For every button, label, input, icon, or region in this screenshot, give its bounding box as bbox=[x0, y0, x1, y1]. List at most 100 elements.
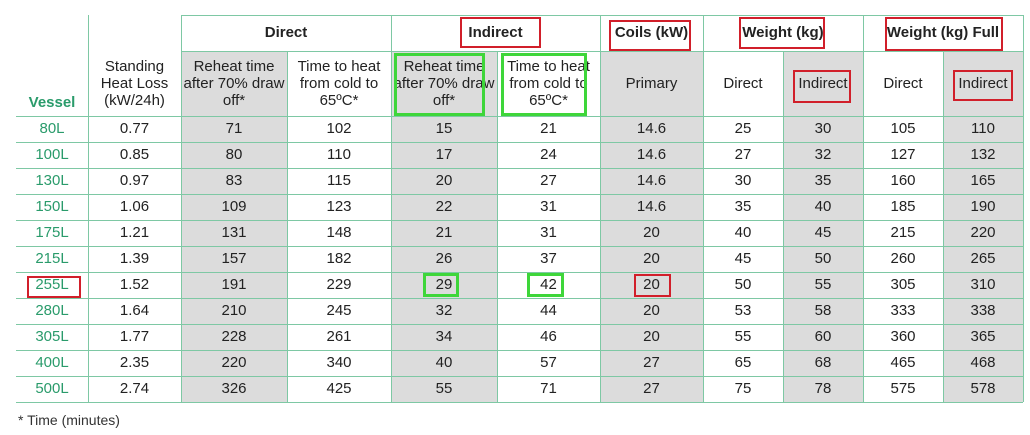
vessel-cell: 100L bbox=[35, 146, 69, 163]
table-cell: 260 bbox=[890, 250, 916, 267]
table-cell: 338 bbox=[970, 302, 996, 319]
column-subheader: Reheat time after 70% draw off* bbox=[183, 58, 285, 109]
group-header: Weight (kg) bbox=[742, 24, 824, 41]
table-cell: 1.06 bbox=[119, 198, 150, 215]
table-cell: 185 bbox=[890, 198, 916, 215]
table-cell: 220 bbox=[221, 354, 247, 371]
table-cell: 220 bbox=[970, 224, 996, 241]
table-cell: 65 bbox=[734, 354, 752, 371]
vessel-cell: 305L bbox=[35, 328, 69, 345]
table-cell: 2.74 bbox=[119, 380, 150, 397]
table-cell: 110 bbox=[971, 120, 995, 137]
vessel-cell: 500L bbox=[35, 380, 69, 397]
shaded-column bbox=[943, 51, 1023, 402]
table-cell: 71 bbox=[225, 120, 243, 137]
table-cell: 575 bbox=[890, 380, 916, 397]
table-cell: 14.6 bbox=[636, 146, 667, 163]
vessel-cell: 280L bbox=[35, 302, 69, 319]
column-subheader: Reheat time after 70% draw off* bbox=[393, 58, 495, 109]
table-cell: 2.35 bbox=[119, 354, 150, 371]
vessel-cell: 175L bbox=[35, 224, 69, 241]
table-cell: 20 bbox=[643, 250, 660, 267]
table-cell: 21 bbox=[540, 120, 557, 137]
table-cell: 245 bbox=[326, 302, 352, 319]
grid-line bbox=[1023, 15, 1024, 402]
standing-heat-loss-header: Standing Heat Loss (kW/24h) bbox=[100, 58, 169, 109]
table-cell: 191 bbox=[221, 276, 247, 293]
table-cell: 17 bbox=[435, 146, 453, 163]
column-subheader: Indirect bbox=[958, 75, 1008, 92]
grid-line bbox=[703, 15, 704, 402]
grid-line bbox=[600, 15, 601, 402]
column-subheader: Direct bbox=[723, 75, 763, 92]
grid-line bbox=[287, 51, 288, 402]
table-cell: 1.21 bbox=[119, 224, 150, 241]
table-cell: 37 bbox=[540, 250, 557, 267]
table-cell: 46 bbox=[540, 328, 557, 345]
table-cell: 25 bbox=[734, 120, 752, 137]
table-cell: 32 bbox=[435, 302, 453, 319]
grid-line bbox=[391, 15, 392, 402]
table-cell: 148 bbox=[326, 224, 352, 241]
table-cell: 55 bbox=[435, 380, 453, 397]
table-cell: 326 bbox=[221, 380, 247, 397]
grid-line bbox=[497, 51, 498, 402]
table-cell: 29 bbox=[435, 276, 453, 293]
shaded-column bbox=[600, 51, 703, 402]
table-cell: 80 bbox=[225, 146, 243, 163]
column-subheader: Indirect bbox=[798, 75, 848, 92]
table-cell: 333 bbox=[890, 302, 916, 319]
table-cell: 45 bbox=[814, 224, 832, 241]
grid-line bbox=[16, 220, 1023, 221]
vessel-header: Vessel bbox=[28, 94, 76, 111]
group-header: Coils (kW) bbox=[614, 24, 689, 41]
table-cell: 1.39 bbox=[119, 250, 150, 267]
table-cell: 360 bbox=[890, 328, 916, 345]
table-cell: 58 bbox=[814, 302, 832, 319]
table-cell: 265 bbox=[970, 250, 996, 267]
table-cell: 27 bbox=[643, 354, 660, 371]
table-cell: 132 bbox=[970, 146, 996, 163]
grid-line bbox=[16, 324, 1023, 325]
table-cell: 30 bbox=[734, 172, 752, 189]
table-cell: 24 bbox=[540, 146, 557, 163]
table-cell: 32 bbox=[814, 146, 832, 163]
grid-line bbox=[16, 116, 1023, 117]
grid-line bbox=[16, 376, 1023, 377]
table-cell: 40 bbox=[734, 224, 752, 241]
vessel-cell: 150L bbox=[35, 198, 69, 215]
table-cell: 34 bbox=[435, 328, 453, 345]
table-cell: 35 bbox=[734, 198, 752, 215]
table-cell: 50 bbox=[734, 276, 752, 293]
table-cell: 40 bbox=[814, 198, 832, 215]
table-cell: 55 bbox=[814, 276, 832, 293]
table-cell: 210 bbox=[221, 302, 247, 319]
table-cell: 42 bbox=[540, 276, 557, 293]
table-cell: 35 bbox=[814, 172, 832, 189]
grid-line bbox=[863, 15, 864, 402]
vessel-cell: 215L bbox=[35, 250, 69, 267]
table-cell: 228 bbox=[221, 328, 247, 345]
table-cell: 468 bbox=[970, 354, 996, 371]
grid-line bbox=[16, 350, 1023, 351]
table-cell: 27 bbox=[734, 146, 752, 163]
grid-line bbox=[16, 298, 1023, 299]
table-cell: 14.6 bbox=[636, 198, 667, 215]
table-cell: 229 bbox=[326, 276, 352, 293]
table-cell: 26 bbox=[435, 250, 453, 267]
table-cell: 131 bbox=[221, 224, 247, 241]
grid-line bbox=[16, 194, 1023, 195]
table-cell: 190 bbox=[970, 198, 996, 215]
grid-line bbox=[181, 15, 1023, 16]
table-cell: 53 bbox=[734, 302, 752, 319]
table-cell: 71 bbox=[540, 380, 557, 397]
table-cell: 157 bbox=[221, 250, 247, 267]
grid-line bbox=[16, 142, 1023, 143]
shaded-column bbox=[181, 51, 287, 402]
grid-line bbox=[16, 272, 1023, 273]
column-subheader: Primary bbox=[625, 75, 678, 92]
table-cell: 465 bbox=[890, 354, 916, 371]
table-cell: 105 bbox=[890, 120, 916, 137]
table-cell: 0.97 bbox=[119, 172, 150, 189]
table-cell: 20 bbox=[643, 276, 660, 293]
